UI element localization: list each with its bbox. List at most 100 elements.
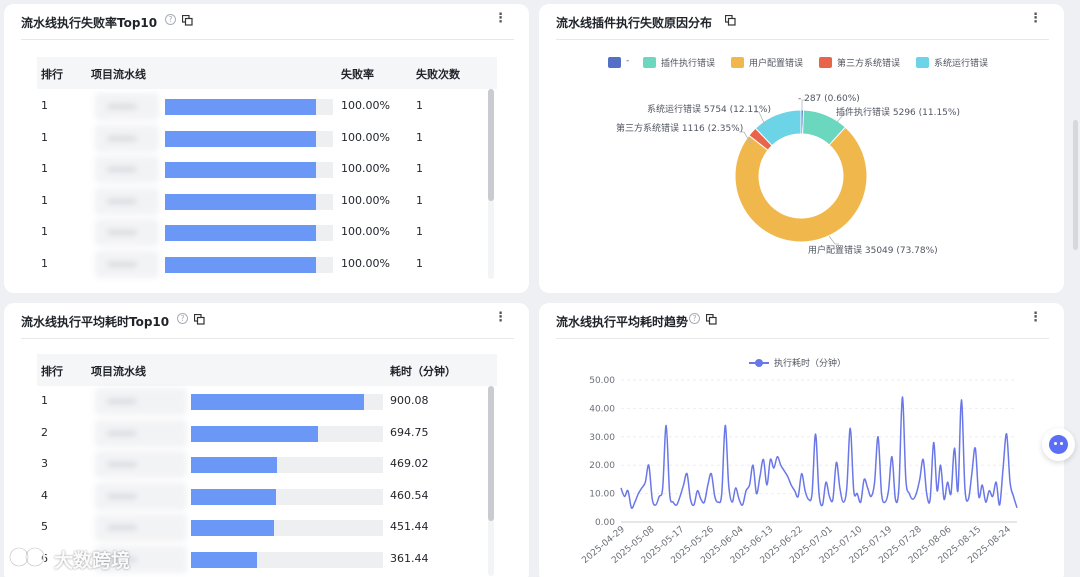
fail-rate-cell: 100.00% [341, 130, 390, 144]
rate-bar-fill [165, 130, 316, 147]
fail-rate-panel: 流水线执行失败率Top10 ? ⋮ 排行 项目流水线 失败率 失败次数 1 100… [4, 4, 529, 293]
fail-count-cell: 1 [416, 99, 423, 112]
help-icon[interactable]: ? [689, 313, 700, 324]
pie-label-plugin-error: 插件执行错误 5296 (11.15%) [836, 108, 960, 118]
assistant-button[interactable] [1042, 428, 1075, 461]
pipeline-name-blurred[interactable] [95, 545, 187, 573]
panel-header: 流水线执行失败率Top10 ? ⋮ [4, 4, 529, 40]
rate-bar-fill [165, 99, 316, 115]
table-row[interactable]: 3 469.02 [37, 449, 497, 480]
column-header-pipeline: 项目流水线 [91, 68, 146, 81]
legend-marker[interactable] [755, 359, 763, 367]
pipeline-name-blurred[interactable] [95, 514, 187, 541]
pipeline-name-blurred[interactable] [95, 482, 187, 510]
rank-cell: 1 [41, 225, 48, 238]
fail-count-cell: 1 [416, 130, 423, 144]
table-header: 排行 项目流水线 失败率 失败次数 [37, 57, 497, 89]
scrollbar-thumb[interactable] [488, 386, 494, 521]
legend-label[interactable]: 执行耗时（分钟） [774, 357, 846, 369]
panel-header: 流水线执行平均耗时趋势 ? ⋮ [539, 303, 1064, 339]
legend-swatch [731, 57, 744, 68]
fail-count-cell: 1 [416, 256, 423, 270]
table-scrollbar[interactable] [488, 89, 494, 279]
table-row[interactable]: 1 100.00% 1 [37, 154, 497, 185]
duration-bar-fill [191, 520, 274, 536]
rank-cell: 1 [41, 99, 48, 112]
more-options-icon[interactable]: ⋮ [494, 11, 507, 26]
donut-slice[interactable] [734, 126, 868, 243]
pipeline-name-blurred[interactable] [95, 124, 159, 152]
copy-icon[interactable] [182, 15, 193, 26]
rate-bar-track [165, 193, 333, 210]
table-row[interactable]: 5 451.44 [37, 512, 497, 543]
table-row[interactable]: 6 361.44 [37, 544, 497, 575]
y-tick-label: 10.00 [589, 490, 615, 500]
pipeline-name-blurred[interactable] [95, 187, 159, 215]
rank-cell: 1 [41, 193, 48, 207]
pipeline-name-blurred[interactable] [95, 419, 187, 447]
column-header-rank: 排行 [41, 68, 63, 81]
leader-line [801, 99, 805, 110]
chart-legend: - 插件执行错误 用户配置错误 第三方系统错误 系统运行错误 [539, 56, 1064, 70]
duration-cell: 694.75 [390, 425, 429, 439]
copy-icon[interactable] [706, 314, 717, 325]
panel-title: 流水线执行平均耗时趋势 [556, 315, 689, 329]
page-scrollbar[interactable] [1073, 120, 1078, 250]
fail-count-cell: 1 [416, 162, 423, 175]
legend-label: 第三方系统错误 [837, 59, 901, 69]
legend-label: 系统运行错误 [934, 59, 989, 69]
legend-label: 用户配置错误 [749, 59, 804, 69]
pipeline-name-blurred[interactable] [95, 250, 159, 278]
table-row[interactable]: 1 100.00% 1 [37, 91, 497, 122]
pipeline-name-blurred[interactable] [95, 451, 187, 478]
help-icon[interactable]: ? [177, 313, 188, 324]
more-options-icon[interactable]: ⋮ [1029, 11, 1042, 26]
leader-line [836, 113, 849, 123]
divider [21, 39, 514, 40]
table-row[interactable]: 1 100.00% 1 [37, 217, 497, 248]
duration-bar-track [191, 425, 383, 442]
series-line[interactable] [620, 396, 1018, 509]
legend-swatch [916, 57, 929, 68]
column-header-fail-rate[interactable]: 失败率 [341, 68, 374, 81]
rank-cell: 1 [41, 162, 48, 175]
rate-bar-fill [165, 256, 316, 273]
rank-cell: 2 [41, 425, 48, 439]
table-row[interactable]: 2 694.75 [37, 418, 497, 449]
donut-slice[interactable] [754, 109, 802, 147]
table-row[interactable]: 1 900.08 [37, 386, 497, 417]
panel-title: 流水线执行平均耗时Top10 [21, 315, 170, 329]
duration-bar-fill [191, 425, 318, 442]
rate-bar-fill [165, 162, 316, 178]
scrollbar-thumb[interactable] [488, 89, 494, 201]
rate-bar-fill [165, 225, 316, 241]
avg-time-panel: 流水线执行平均耗时Top10 ? ⋮ 排行 项目流水线 耗时（分钟） 1 900.… [4, 303, 529, 577]
duration-bar-fill [191, 488, 276, 505]
table-row[interactable]: 1 100.00% 1 [37, 186, 497, 217]
pipeline-name-blurred[interactable] [95, 388, 187, 415]
duration-bar-fill [191, 457, 278, 473]
table-row[interactable]: 1 100.00% 1 [37, 249, 497, 280]
pipeline-name-blurred[interactable] [95, 219, 159, 246]
more-options-icon[interactable]: ⋮ [1029, 310, 1042, 325]
pipeline-name-blurred[interactable] [95, 156, 159, 183]
duration-bar-track [191, 394, 383, 410]
table-row[interactable]: 1 100.00% 1 [37, 123, 497, 154]
column-header-duration[interactable]: 耗时（分钟） [390, 365, 456, 378]
column-header-fail-count[interactable]: 失败次数 [416, 68, 460, 81]
table-scrollbar[interactable] [488, 386, 494, 576]
copy-icon[interactable] [725, 15, 736, 26]
rank-cell: 1 [41, 256, 48, 270]
column-header-rank: 排行 [41, 365, 63, 378]
table-row[interactable]: 4 460.54 [37, 481, 497, 512]
more-options-icon[interactable]: ⋮ [494, 310, 507, 325]
pipeline-name-blurred[interactable] [95, 93, 159, 120]
panel-title: 流水线插件执行失败原因分布 [556, 16, 713, 30]
duration-cell: 469.02 [390, 457, 429, 470]
rank-cell: 3 [41, 457, 48, 470]
help-icon[interactable]: ? [165, 14, 176, 25]
panel-header: 流水线插件执行失败原因分布 ⋮ [539, 4, 1064, 40]
leader-line [754, 111, 766, 126]
copy-icon[interactable] [194, 314, 205, 325]
rate-bar-fill [165, 193, 316, 210]
